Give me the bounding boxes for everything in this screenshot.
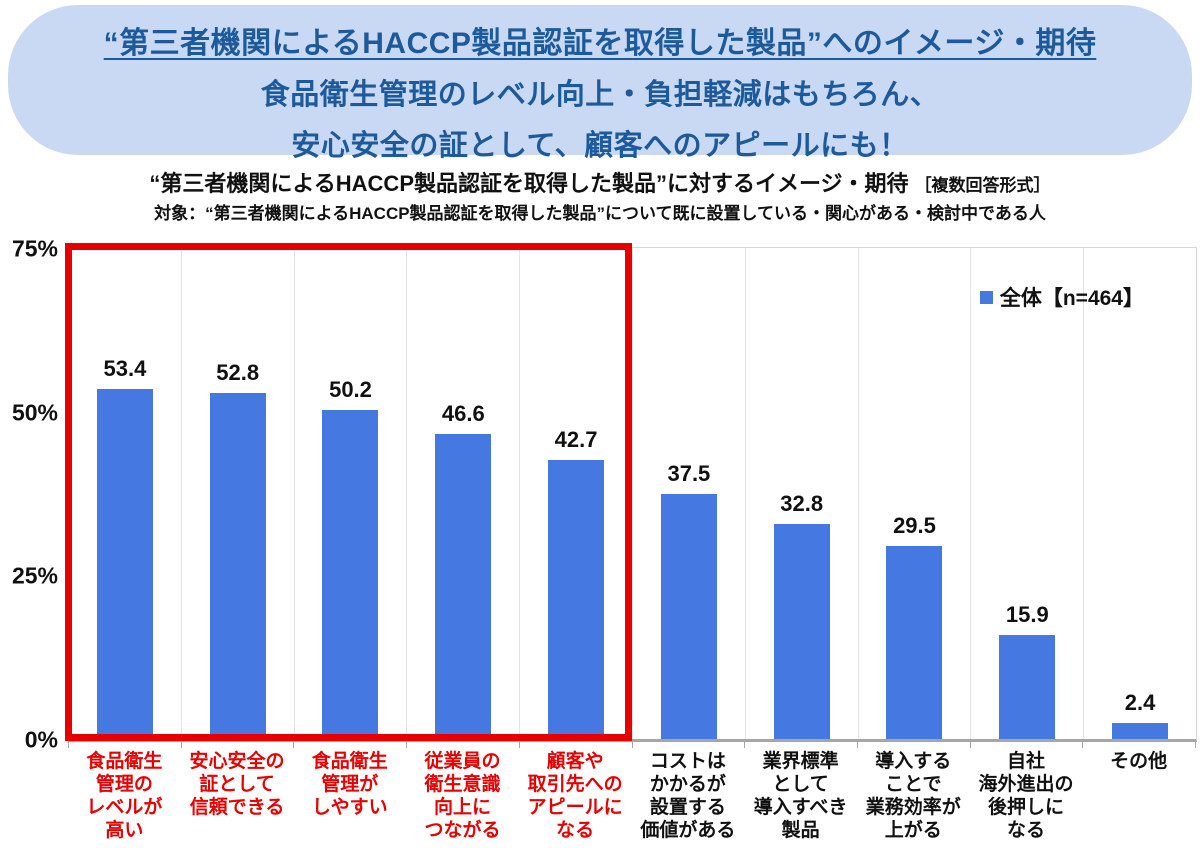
bar — [548, 459, 605, 739]
x-axis-ticks — [68, 741, 1197, 748]
bar-value-label: 2.4 — [1124, 690, 1156, 716]
bar — [96, 389, 153, 739]
bar-value-label: 46.6 — [441, 400, 485, 426]
axis-tick — [294, 741, 408, 748]
chart-title-main: “第三者機関によるHACCP製品認証を取得した製品”に対するイメージ・期待 — [149, 171, 909, 196]
bar-value-label: 15.9 — [1005, 601, 1049, 627]
bar-column: 53.4 — [69, 248, 182, 739]
axis-tick — [633, 741, 746, 748]
plot-area: 全体【n=464】 53.4 52.8 50.2 46.6 42.7 37.5 32.8 29… — [68, 247, 1197, 742]
axis-tick — [182, 741, 295, 748]
bar — [209, 393, 266, 739]
category-label: その他 — [1110, 751, 1168, 772]
bar — [886, 545, 943, 739]
category-label: 食品衛生 管理が しやすい — [311, 751, 388, 818]
legend: 全体【n=464】 — [979, 282, 1144, 312]
bar — [435, 433, 492, 739]
y-axis-label: 50% — [11, 399, 58, 426]
bar-column: 32.8 — [746, 248, 859, 739]
bar-column: 37.5 — [633, 248, 746, 739]
bar — [999, 634, 1056, 739]
chart-title: “第三者機関によるHACCP製品認証を取得した製品”に対するイメージ・期待 ［複数… — [0, 166, 1200, 198]
axis-tick — [858, 741, 971, 748]
category-label: 自社 海外進出の 後押しに なる — [978, 751, 1074, 841]
bar-column: 2.4 — [1084, 248, 1196, 739]
category-label: 業界標準 として 導入すべき 製品 — [753, 751, 848, 841]
banner-subtitle-line-2: 安心安全の証として、顧客へのアピールにも！ — [291, 130, 909, 162]
y-axis-label: 0% — [24, 726, 58, 753]
axis-tick — [971, 741, 1084, 748]
bar-value-label: 29.5 — [893, 512, 936, 538]
legend-label: 全体【n=464】 — [999, 287, 1144, 310]
axis-tick — [69, 741, 182, 748]
category-label: 従業員の 衛生意識 向上に つながる — [424, 751, 501, 841]
bar — [1112, 723, 1169, 739]
bar-columns: 53.4 52.8 50.2 46.6 42.7 37.5 32.8 29.5 15.9 2.4 — [69, 248, 1196, 739]
chart-subtitle: 対象：“第三者機関によるHACCP製品認証を取得した製品”について既に設置してい… — [154, 204, 1046, 223]
bar — [773, 524, 830, 739]
bar-column: 50.2 — [295, 248, 408, 739]
bar-value-label: 42.7 — [554, 426, 598, 452]
bar-column: 15.9 — [971, 248, 1085, 739]
axis-tick — [745, 741, 858, 748]
banner-subtitle-line-1: 食品衛生管理のレベル向上・負担軽減はもちろん、 — [260, 79, 940, 111]
chart-title-suffix: ［複数回答形式］ — [914, 176, 1051, 195]
bar-column: 29.5 — [859, 248, 972, 739]
bar-value-label: 52.8 — [216, 360, 260, 386]
axis-tick — [1083, 741, 1197, 748]
bar-value-label: 32.8 — [780, 491, 824, 517]
bar-value-label: 50.2 — [329, 377, 372, 403]
category-label: 安心安全の 証として 信頼できる — [189, 751, 285, 818]
category-label: 顧客や 取引先への アピールに なる — [527, 751, 623, 841]
bar-value-label: 37.5 — [667, 460, 711, 486]
bar-value-label: 53.4 — [103, 356, 147, 382]
category-label: 導入する ことで 業務効率が 上がる — [865, 751, 961, 841]
legend-marker-icon — [979, 290, 993, 304]
bar-column: 52.8 — [182, 248, 295, 739]
y-axis-label: 75% — [11, 235, 58, 262]
bar — [660, 493, 717, 739]
y-axis-label: 25% — [11, 562, 58, 589]
banner-title: “第三者機関によるHACCP製品認証を取得した製品”へのイメージ・期待 — [103, 27, 1097, 60]
bar — [322, 410, 379, 739]
category-label: 食品衛生 管理の レベルが 高い — [86, 751, 163, 841]
category-labels: 食品衛生 管理の レベルが 高い 安心安全の 証として 信頼できる 食品衛生 管理が… — [68, 750, 1195, 842]
banner: “第三者機関によるHACCP製品認証を取得した製品”へのイメージ・期待 食品衛生… — [8, 5, 1192, 162]
axis-tick — [407, 741, 520, 748]
axis-tick — [520, 741, 633, 748]
bar-column: 42.7 — [520, 248, 633, 739]
bar-column: 46.6 — [407, 248, 521, 739]
category-label: コストは かかるが 設置する 価値がある — [640, 751, 736, 841]
